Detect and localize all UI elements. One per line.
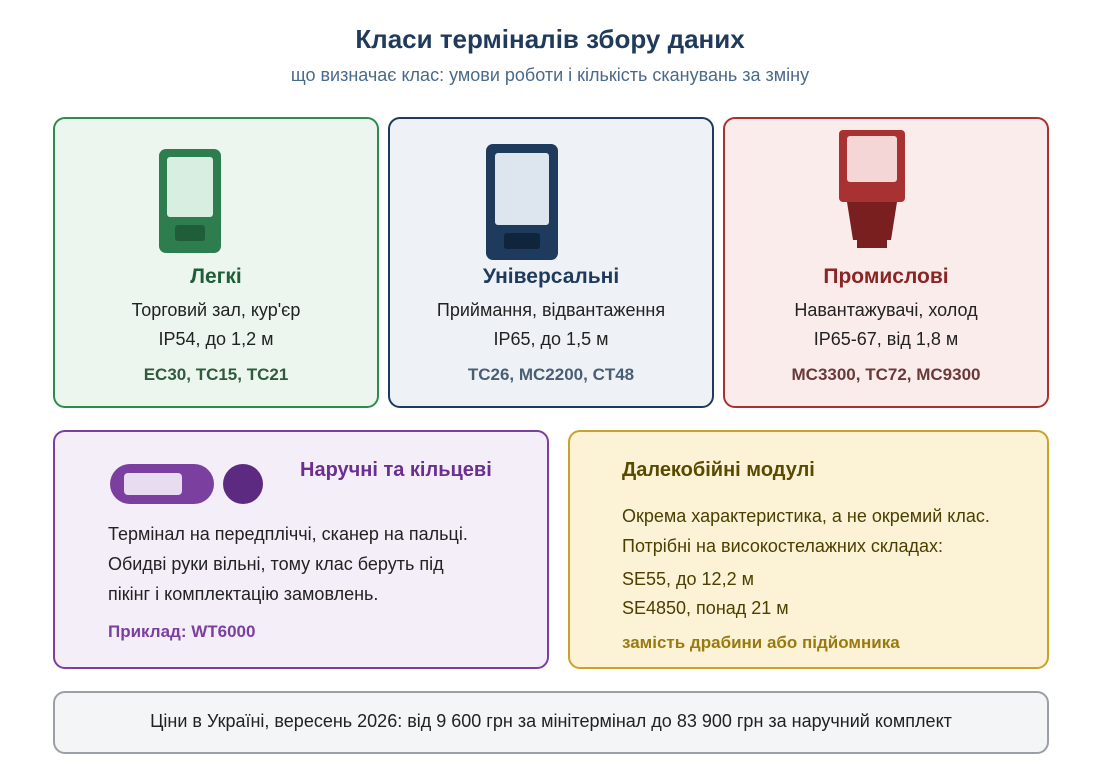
note: замість драбини або підйомника	[622, 633, 900, 652]
card-title: Наручні та кільцеві	[300, 459, 492, 481]
example-line: SE55, до 12,2 м	[622, 569, 754, 589]
example-line: SE4850, понад 21 м	[622, 598, 789, 618]
card-line: Окрема характеристика, а не окремий клас…	[622, 506, 990, 526]
card-long-range	[568, 430, 1049, 669]
card-title: Промислові	[823, 265, 949, 288]
footer-text: Ціни в Україні, вересень 2026: від 9 600…	[150, 711, 952, 731]
card-line: Термінал на передпліччі, сканер на пальц…	[108, 524, 468, 544]
card-title: Далекобійні модулі	[622, 459, 815, 481]
card-models: MC3300, TC72, MC9300	[791, 365, 981, 384]
icon	[110, 464, 263, 504]
card-line: Торговий зал, кур'єр	[131, 300, 301, 320]
card-line: Потрібні на високостелажних складах:	[622, 536, 944, 556]
card-line: IP65-67, від 1,8 м	[813, 329, 959, 349]
title: Класи терміналів збору даних	[355, 24, 745, 54]
card-title: Легкі	[190, 265, 242, 288]
card-industrial	[723, 117, 1049, 408]
card-line: Навантажувачі, холод	[794, 300, 978, 320]
card-models: TC26, MC2200, CT48	[467, 365, 635, 384]
card-title: Універсальні	[482, 265, 620, 288]
card-line: IP54, до 1,2 м	[158, 329, 274, 349]
card-universal	[388, 117, 714, 408]
card-light	[53, 117, 379, 408]
card-line: пікінг і комплектацію замовлень.	[108, 584, 379, 604]
icon	[159, 149, 221, 253]
card-models: EC30, TC15, TC21	[143, 365, 289, 384]
icon	[486, 144, 558, 260]
card-wearable	[53, 430, 549, 669]
card-line: Обидві руки вільні, тому клас беруть під	[108, 554, 444, 574]
icon	[839, 130, 905, 248]
subtitle: що визначає клас: умови роботи і кількіс…	[290, 65, 810, 85]
card-line: IP65, до 1,5 м	[493, 329, 609, 349]
footer	[53, 691, 1049, 754]
card-line: Приймання, відвантаження	[436, 300, 666, 320]
example: Приклад: WT6000	[108, 622, 256, 641]
